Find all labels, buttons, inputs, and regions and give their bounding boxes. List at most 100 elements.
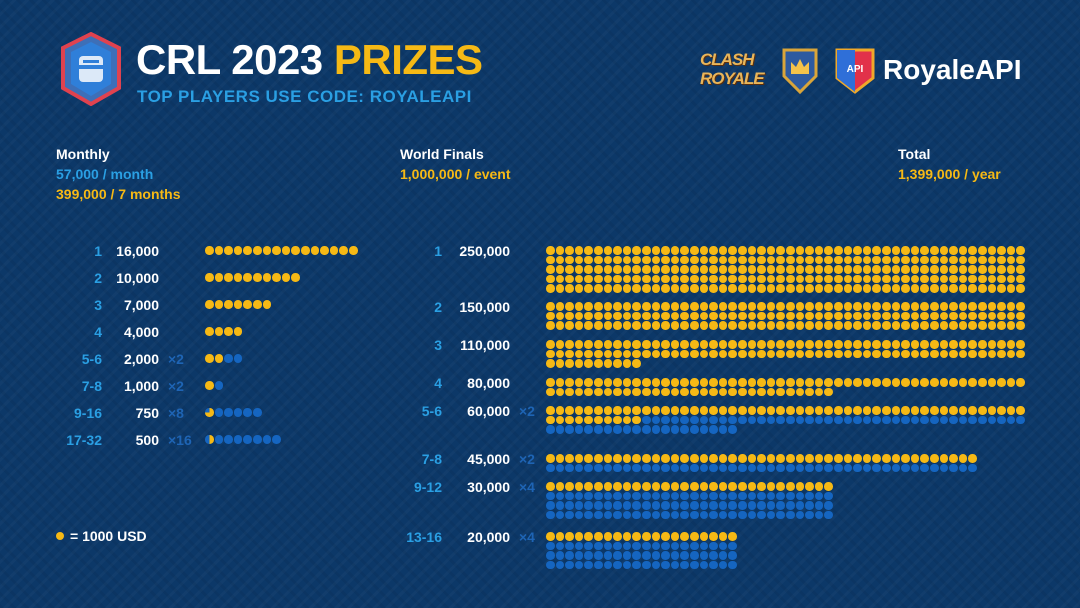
prize-dot-yellow [603,387,613,397]
prize-dot-yellow [853,265,862,274]
legend-text: = 1000 USD [70,528,147,544]
prize-dot-yellow [622,265,632,274]
prize-dot-yellow [776,255,785,265]
prize-dot-blue [574,541,584,551]
prize-dot-yellow [661,274,670,284]
prize-dot-yellow [939,340,949,349]
legend: = 1000 USD [56,528,147,544]
prize-dot-blue [718,560,728,570]
crl-logo [61,32,121,106]
prize-dot-blue [565,463,574,473]
prize-dot-yellow [747,321,757,330]
prize-dot-yellow [632,454,641,463]
prize-dot-yellow [320,246,329,255]
prize-dot-blue [622,463,632,473]
prize-dot-yellow [987,265,997,274]
prize-dot-blue [661,501,670,510]
prize-dot-yellow [603,482,613,491]
prize-dot-yellow [987,255,997,265]
prize-dot-yellow [632,265,641,274]
prize-dot-yellow [910,265,920,274]
prize-dot-yellow [661,532,670,541]
prize-dot-yellow [814,378,824,387]
prize-dot-yellow [642,255,651,265]
prize-dot-yellow [622,321,632,330]
prize-dot-yellow [651,246,661,255]
prize-dot-yellow [622,311,632,321]
prize-dot-yellow [642,321,651,330]
prize-dot-yellow [1006,321,1016,330]
prize-dot-yellow [253,273,262,282]
prize-dot-blue [680,415,689,425]
prize-dot-blue [718,491,728,501]
prize-dot-yellow [891,349,901,359]
prize-dot-yellow [699,454,709,463]
prize-dot-yellow [853,454,862,463]
prize-dot-blue [718,551,728,560]
prize-dot-yellow [766,265,776,274]
prize-dot-blue [699,510,709,520]
prize-dot-blue [766,415,776,425]
prize-dot-yellow [565,321,574,330]
prize-dot-yellow [824,274,833,284]
prize-dot-yellow [574,415,584,425]
prize-dot-yellow [565,246,574,255]
prize-dot-yellow [997,378,1006,387]
prize-dot-blue [872,463,881,473]
prize-dot-blue [853,463,862,473]
brand-name: RoyaleAPI [883,54,1022,85]
prize-dot-yellow [670,265,680,274]
prize-dot-yellow [814,454,824,463]
prize-dot-yellow [949,378,958,387]
prize-dot-yellow [699,302,709,311]
prize-dot-yellow [949,321,958,330]
prize-dot-blue [661,560,670,570]
prize-dot-yellow [968,284,977,293]
prize-dot-yellow [262,246,272,255]
prize-dot-blue [718,541,728,551]
prize-dot-yellow [1006,274,1016,284]
prize-dot-yellow [978,311,987,321]
prize-dot-blue [642,415,651,425]
prize-dot-blue [728,551,737,560]
prize-dot-yellow [565,532,574,541]
prize-dot-yellow [613,378,622,387]
prize-dot-blue [670,491,680,501]
prize-dot-yellow [690,321,699,330]
prize-dot-yellow [546,274,555,284]
monthly-per-season: 399,000 / 7 months [56,186,181,202]
prize-dot-yellow [776,302,785,311]
prize-dot-blue [546,551,555,560]
prize-dot-yellow [814,321,824,330]
prize-dot-yellow [584,454,593,463]
prize-dot-yellow [728,255,737,265]
prize-dot-blue [613,501,622,510]
prize-dot-yellow [594,284,603,293]
prize-dot-yellow [214,246,224,255]
prize-dot-yellow [546,378,555,387]
prize-dot-blue [555,491,565,501]
prize-dot-blue [555,463,565,473]
prize-dot-yellow [920,340,929,349]
prize-dot-yellow [651,311,661,321]
prize-dot-yellow [939,454,949,463]
prize-dot-yellow [757,387,766,397]
prize-dot-blue [930,463,939,473]
prize-dot-yellow [882,378,891,387]
prize-dot-yellow [949,340,958,349]
prize-dot-yellow [968,311,977,321]
prize-dot-blue [651,560,661,570]
prize-dot-blue [728,491,737,501]
prize-dot-blue [565,501,574,510]
prize-dot-blue [853,415,862,425]
prize-dot-blue [766,510,776,520]
prize-dot-blue [690,551,699,560]
prize-dot-yellow [613,359,622,368]
prize-dot-blue [214,408,224,417]
prize-dot-yellow [757,302,766,311]
prize-dot-yellow [939,321,949,330]
rank-label: 2 [434,299,442,315]
prize-dot-yellow [891,378,901,387]
prize-dot-yellow [594,311,603,321]
prize-dot-yellow [670,321,680,330]
